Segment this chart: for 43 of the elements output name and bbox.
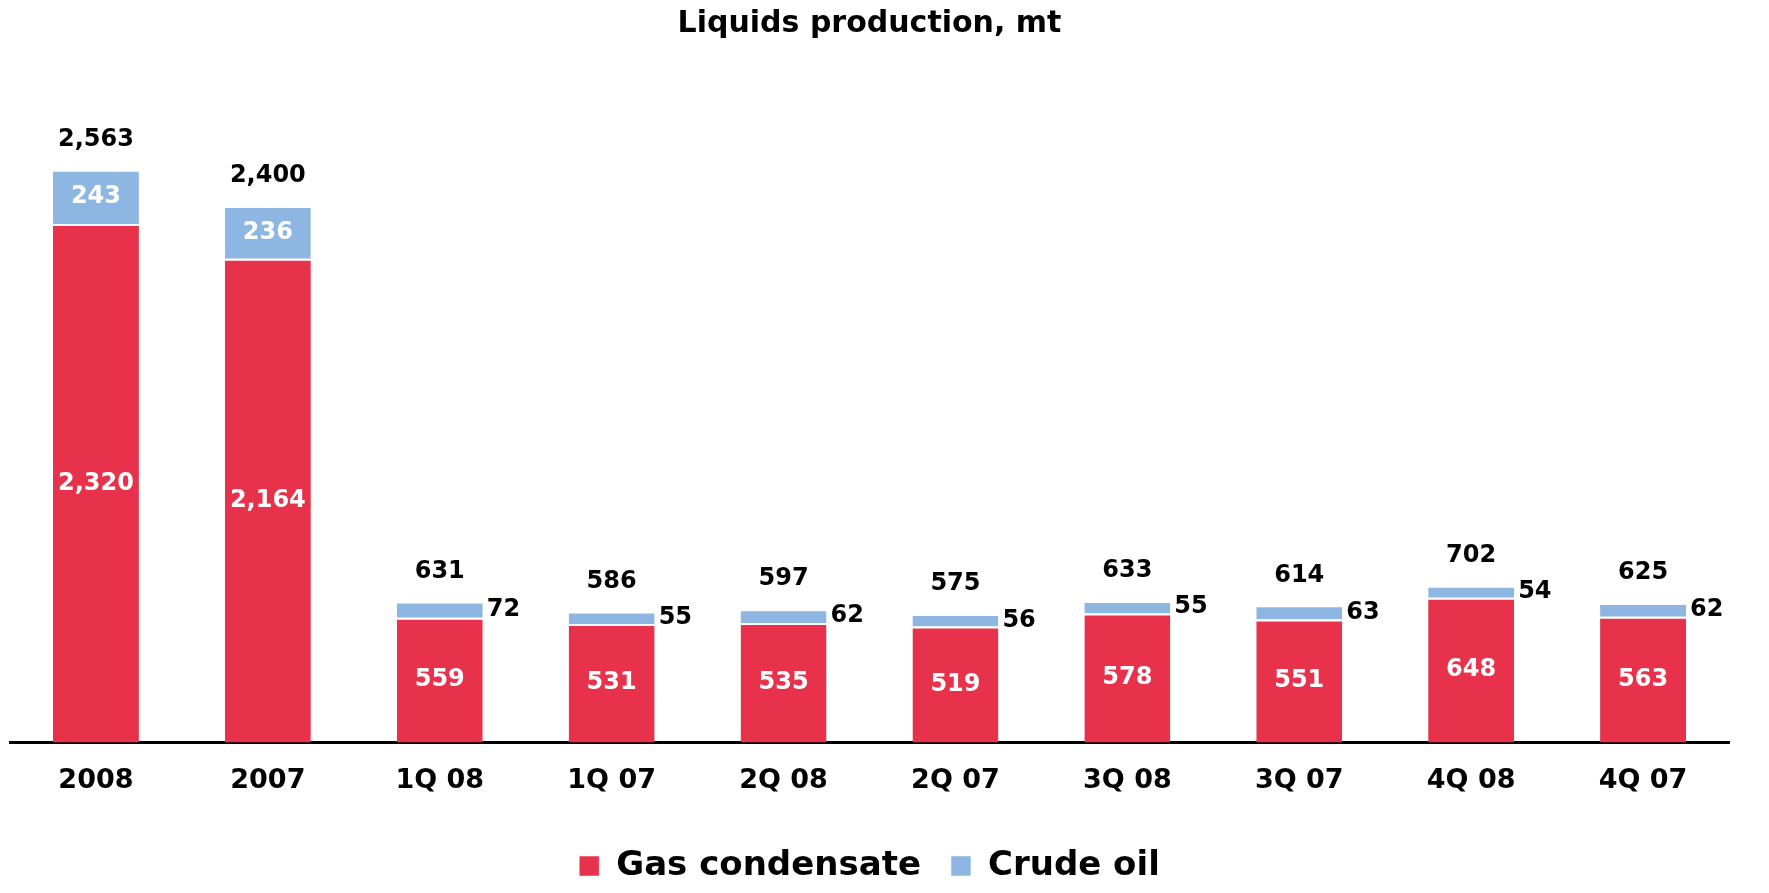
x-tick-label: 4Q 07 — [1598, 762, 1688, 794]
data-label: 535 — [758, 667, 809, 696]
data-label: 531 — [586, 667, 637, 696]
data-label: 63 — [1346, 596, 1380, 625]
total-label: 702 — [1446, 539, 1497, 568]
data-label: 559 — [414, 664, 465, 693]
total-label: 633 — [1102, 555, 1153, 584]
data-label: 72 — [486, 593, 521, 622]
total-label: 625 — [1618, 557, 1669, 586]
total-label: 2,563 — [57, 123, 134, 152]
data-label: 2,164 — [229, 484, 306, 513]
x-tick-label: 3Q 07 — [1254, 762, 1344, 794]
data-label: 551 — [1274, 665, 1325, 694]
x-tick-label: 1Q 07 — [567, 762, 657, 794]
total-label: 586 — [586, 565, 637, 594]
total-label: 614 — [1274, 559, 1325, 588]
x-tick-label: 4Q 08 — [1426, 762, 1516, 794]
total-label: 575 — [930, 568, 981, 597]
data-label: 2,320 — [57, 467, 134, 496]
total-label: 2,400 — [229, 160, 306, 189]
data-label: 55 — [1174, 591, 1208, 620]
legend-label: Gas condensate — [616, 842, 921, 883]
data-label: 578 — [1102, 662, 1153, 691]
x-tick-label: 3Q 08 — [1082, 762, 1172, 794]
data-label: 54 — [1518, 575, 1552, 604]
data-label: 563 — [1618, 663, 1669, 692]
x-tick-label: 2Q 08 — [739, 762, 828, 794]
x-tick-label: 2007 — [230, 762, 306, 794]
data-label: 55 — [658, 601, 693, 630]
data-label: 519 — [930, 668, 981, 697]
data-label: 62 — [1690, 594, 1724, 623]
data-label: 648 — [1446, 654, 1497, 683]
x-tick-label: 2Q 07 — [911, 762, 1000, 794]
total-label: 631 — [414, 555, 465, 584]
data-label: 56 — [1002, 604, 1036, 633]
total-label: 597 — [758, 563, 809, 592]
data-label: 236 — [242, 216, 293, 245]
chart-title: Liquids production, mt — [677, 3, 1062, 39]
x-tick-label: 2008 — [58, 762, 134, 794]
legend-label: Crude oil — [987, 842, 1160, 883]
data-label: 243 — [70, 181, 121, 210]
x-tick-label: 1Q 08 — [395, 762, 485, 794]
data-label: 62 — [830, 600, 864, 629]
